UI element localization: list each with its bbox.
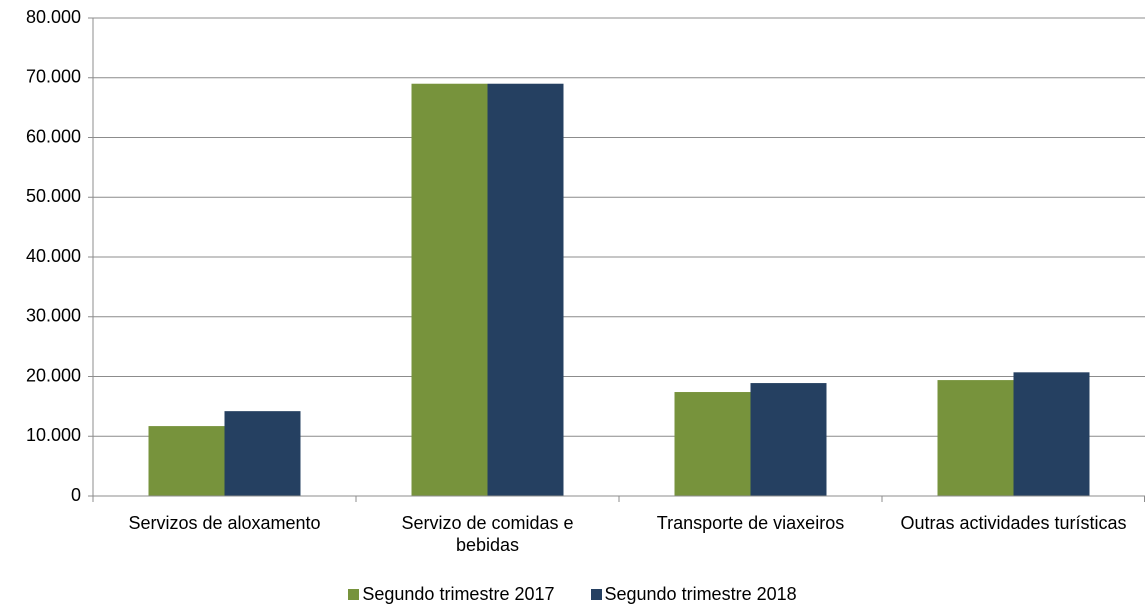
legend-swatch <box>348 589 360 600</box>
legend-swatch <box>590 589 602 600</box>
bar <box>937 380 1014 496</box>
bar <box>411 83 488 496</box>
x-tick-label: Transporte de viaxeiros <box>656 513 845 533</box>
bar <box>224 411 301 496</box>
bar <box>148 426 225 496</box>
bar <box>750 383 827 496</box>
y-tick-label: 10.000 <box>26 425 81 445</box>
legend: Segundo trimestre 2017 Segundo trimestre … <box>0 584 1145 605</box>
y-tick-label: 70.000 <box>26 67 81 87</box>
bar <box>1013 372 1090 496</box>
y-tick-label: 80.000 <box>26 7 81 27</box>
legend-item: Segundo trimestre 2017 <box>348 584 555 605</box>
x-tick-label: Servizos de aloxamento <box>128 513 321 533</box>
y-tick-label: 50.000 <box>26 186 81 206</box>
x-tick-label: Outras actividades turísticas <box>900 513 1127 533</box>
y-tick-label: 30.000 <box>26 306 81 326</box>
bar <box>674 392 751 496</box>
x-tick-label: Servizo de comidas e bebidas <box>401 513 574 555</box>
legend-label: Segundo trimestre 2018 <box>604 584 797 604</box>
legend-item: Segundo trimestre 2018 <box>590 584 797 605</box>
bar <box>487 83 564 496</box>
legend-label: Segundo trimestre 2017 <box>362 584 555 604</box>
y-tick-label: 40.000 <box>26 246 81 266</box>
y-tick-label: 0 <box>71 485 81 505</box>
y-tick-label: 20.000 <box>26 365 81 385</box>
y-tick-label: 60.000 <box>26 126 81 146</box>
